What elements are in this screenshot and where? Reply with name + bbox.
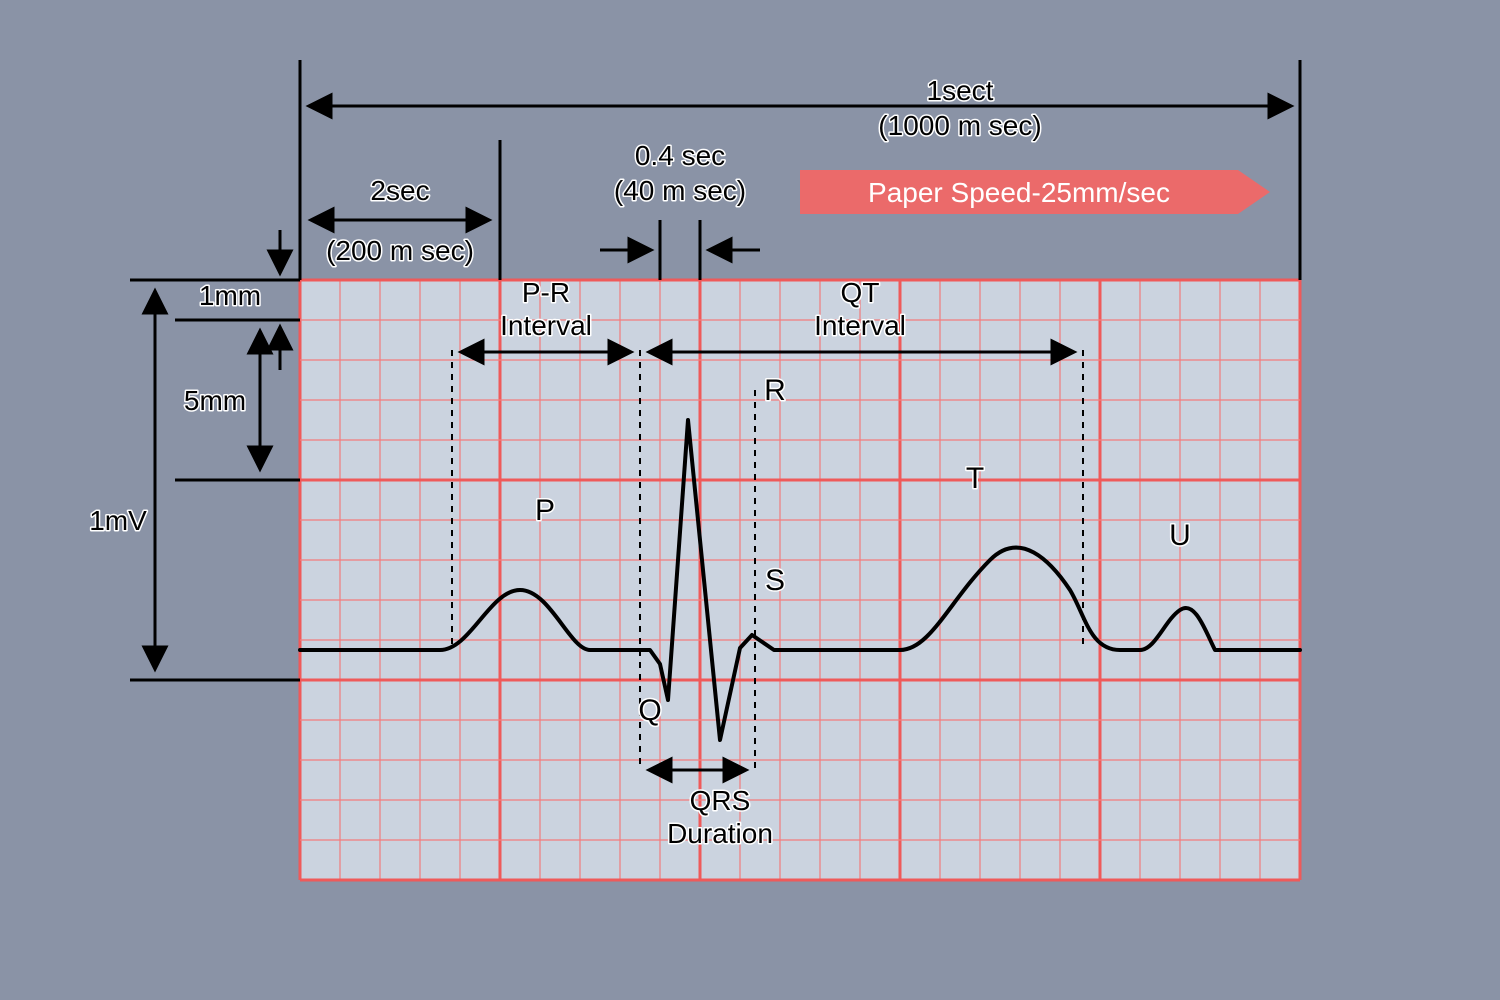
pr-line2: Interval <box>500 310 592 341</box>
point-four-interval: 0.4 sec (40 m sec) <box>600 140 760 280</box>
paper-speed-arrow: Paper Speed-25mm/sec <box>800 170 1270 214</box>
r-wave-label: R <box>764 374 786 407</box>
one-mm-label: 1mm <box>199 280 261 311</box>
ecg-diagram: 1sect (1000 m sec) 2sec (200 m sec) 0.4 … <box>0 0 1500 1000</box>
s-wave-label: S <box>765 564 785 597</box>
five-mm-label: 5mm <box>184 385 246 416</box>
two-sec-line2: (200 m sec) <box>326 235 474 266</box>
pr-line1: P-R <box>522 277 570 308</box>
point-four-line2: (40 m sec) <box>614 175 746 206</box>
qt-line2: Interval <box>814 310 906 341</box>
ecg-grid <box>300 280 1300 880</box>
paper-speed-text: Paper Speed-25mm/sec <box>868 177 1170 208</box>
one-mm-span: 1mm <box>175 230 300 370</box>
qt-line1: QT <box>841 277 880 308</box>
two-sec-line1: 2sec <box>370 175 429 206</box>
two-sec-interval: 2sec (200 m sec) <box>312 140 500 280</box>
top-interval-line1: 1sect <box>927 75 994 106</box>
p-wave-label: P <box>535 494 555 527</box>
qrs-line1: QRS <box>690 785 751 816</box>
t-wave-label: T <box>966 462 984 495</box>
top-interval-line2: (1000 m sec) <box>878 110 1041 141</box>
u-wave-label: U <box>1169 519 1191 552</box>
q-wave-label: Q <box>638 694 661 727</box>
qrs-line2: Duration <box>667 818 773 849</box>
point-four-line1: 0.4 sec <box>635 140 725 171</box>
one-mv-label: 1mV <box>89 505 147 536</box>
